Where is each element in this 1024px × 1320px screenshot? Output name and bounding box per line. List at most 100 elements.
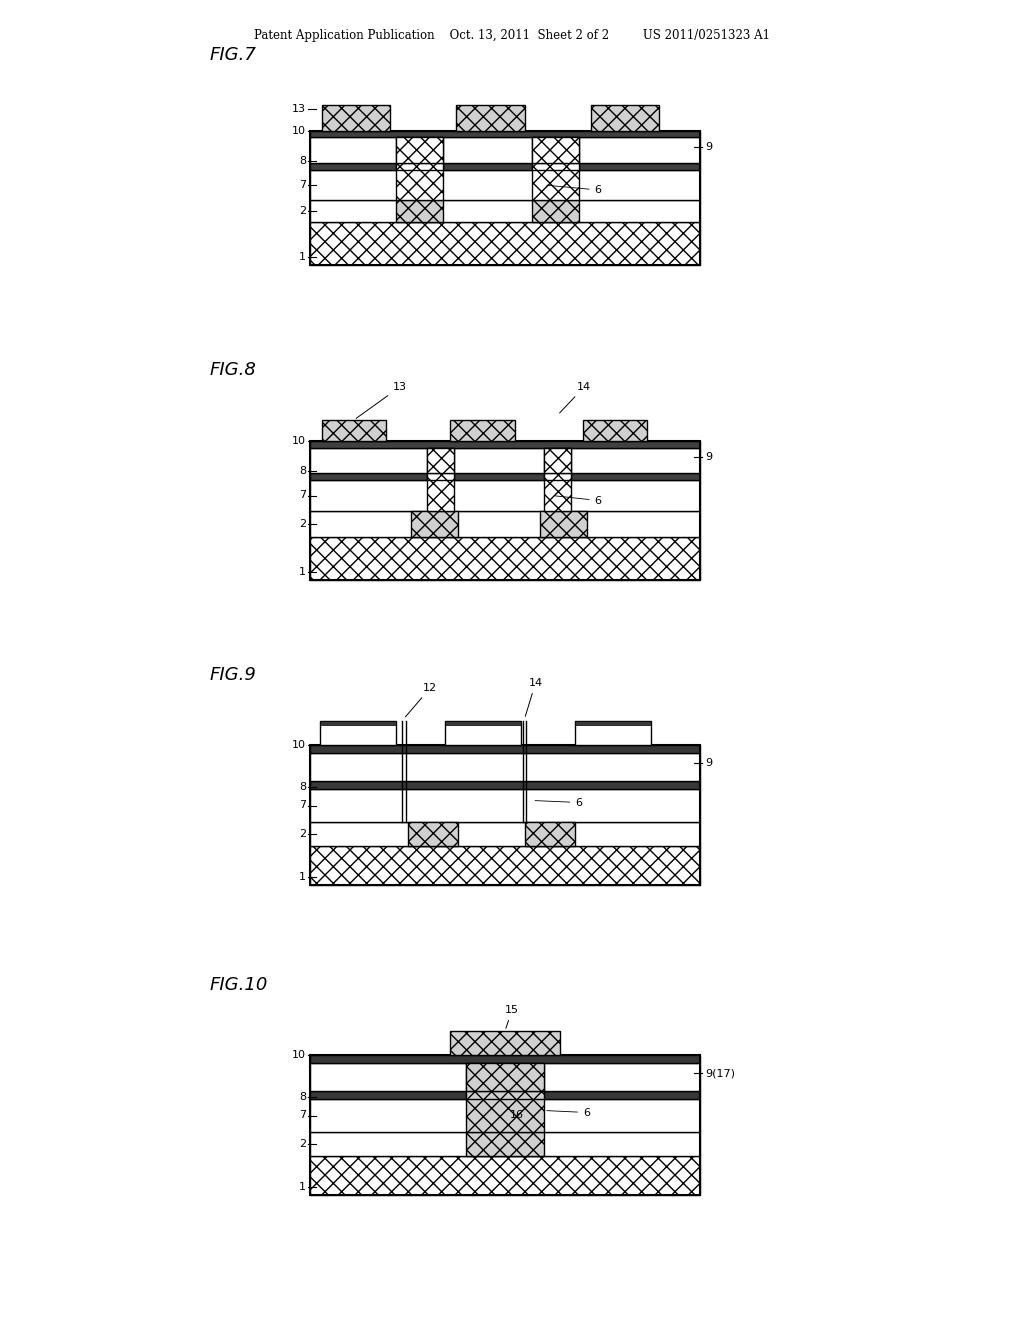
Text: 8: 8 (299, 781, 306, 792)
Bar (408, 822, 458, 846)
Bar (319, 721, 396, 725)
Bar (310, 1092, 700, 1100)
Text: 15: 15 (505, 1005, 519, 1028)
Text: 2: 2 (299, 519, 306, 529)
Bar (310, 480, 700, 511)
Text: FIG.7: FIG.7 (210, 46, 257, 63)
Text: 14: 14 (525, 678, 543, 717)
Text: 10: 10 (292, 436, 306, 446)
Bar (310, 441, 700, 447)
Bar (310, 744, 700, 752)
Text: 8: 8 (299, 156, 306, 166)
Bar (310, 752, 700, 781)
Text: 1: 1 (299, 252, 306, 261)
Bar (310, 447, 700, 473)
Bar (310, 222, 700, 265)
Text: 13: 13 (292, 104, 306, 114)
Text: FIG.10: FIG.10 (210, 975, 268, 994)
Text: FIG.8: FIG.8 (210, 360, 257, 379)
Bar (310, 1156, 700, 1195)
Bar (310, 1100, 700, 1133)
Bar (310, 131, 700, 265)
Bar (451, 420, 515, 441)
Bar (310, 822, 700, 846)
Bar (310, 537, 700, 579)
Bar (396, 137, 442, 201)
Bar (544, 447, 571, 511)
Text: 12: 12 (406, 682, 437, 717)
Text: 9: 9 (705, 143, 712, 152)
Bar (310, 441, 700, 579)
Text: 10: 10 (292, 1049, 306, 1060)
Bar (412, 511, 458, 537)
Bar (310, 1063, 700, 1092)
Bar (583, 420, 647, 441)
Bar (427, 473, 455, 480)
Bar (444, 721, 520, 725)
Text: Patent Application Publication    Oct. 13, 2011  Sheet 2 of 2         US 2011/02: Patent Application Publication Oct. 13, … (254, 29, 770, 41)
Bar (544, 447, 571, 473)
Bar (544, 473, 571, 480)
Bar (310, 511, 700, 537)
Text: 1: 1 (299, 568, 306, 577)
Bar (575, 721, 651, 744)
Bar (427, 447, 455, 473)
Text: 6: 6 (547, 1107, 590, 1118)
Text: 2: 2 (299, 1139, 306, 1148)
Text: FIG.9: FIG.9 (210, 667, 257, 684)
Text: 10: 10 (292, 125, 306, 136)
Text: 7: 7 (299, 180, 306, 190)
Text: 1: 1 (299, 873, 306, 882)
Bar (310, 1133, 700, 1156)
Bar (310, 789, 700, 822)
Bar (322, 420, 386, 441)
Bar (310, 846, 700, 884)
Bar (427, 447, 455, 511)
Bar (396, 162, 442, 170)
Text: 1: 1 (299, 1181, 306, 1192)
Bar (444, 721, 520, 744)
Bar (457, 106, 524, 131)
Text: 8: 8 (299, 466, 306, 477)
Text: 7: 7 (299, 800, 306, 810)
Bar (532, 137, 580, 201)
Bar (540, 511, 587, 537)
Bar (396, 137, 442, 162)
Bar (310, 131, 700, 137)
Text: 9(17): 9(17) (705, 1068, 735, 1078)
Bar (396, 201, 442, 222)
Text: 7: 7 (299, 1110, 306, 1121)
Bar (466, 1063, 544, 1133)
Bar (310, 473, 700, 480)
Text: 9: 9 (705, 451, 712, 462)
Text: 14: 14 (559, 381, 591, 413)
Bar (575, 721, 651, 725)
Bar (322, 106, 390, 131)
Bar (466, 1063, 544, 1092)
Bar (451, 1031, 559, 1055)
Bar (319, 721, 396, 744)
Bar (466, 1133, 544, 1156)
Bar (310, 201, 700, 222)
Text: 13: 13 (356, 381, 407, 418)
Bar (310, 1055, 700, 1063)
Text: 6: 6 (536, 797, 583, 808)
Bar (310, 781, 700, 789)
Bar (310, 1055, 700, 1195)
Text: 7: 7 (299, 491, 306, 500)
Bar (466, 1092, 544, 1100)
Bar (524, 822, 575, 846)
Text: 2: 2 (299, 206, 306, 216)
Bar (310, 162, 700, 170)
Text: 16: 16 (510, 1110, 524, 1121)
Text: 6: 6 (547, 185, 602, 195)
Bar (532, 137, 580, 162)
Text: 10: 10 (292, 741, 306, 750)
Bar (310, 170, 700, 201)
Text: 6: 6 (555, 495, 602, 506)
Bar (532, 201, 580, 222)
Bar (591, 106, 659, 131)
Bar (310, 137, 700, 162)
Bar (310, 744, 700, 884)
Bar (532, 162, 580, 170)
